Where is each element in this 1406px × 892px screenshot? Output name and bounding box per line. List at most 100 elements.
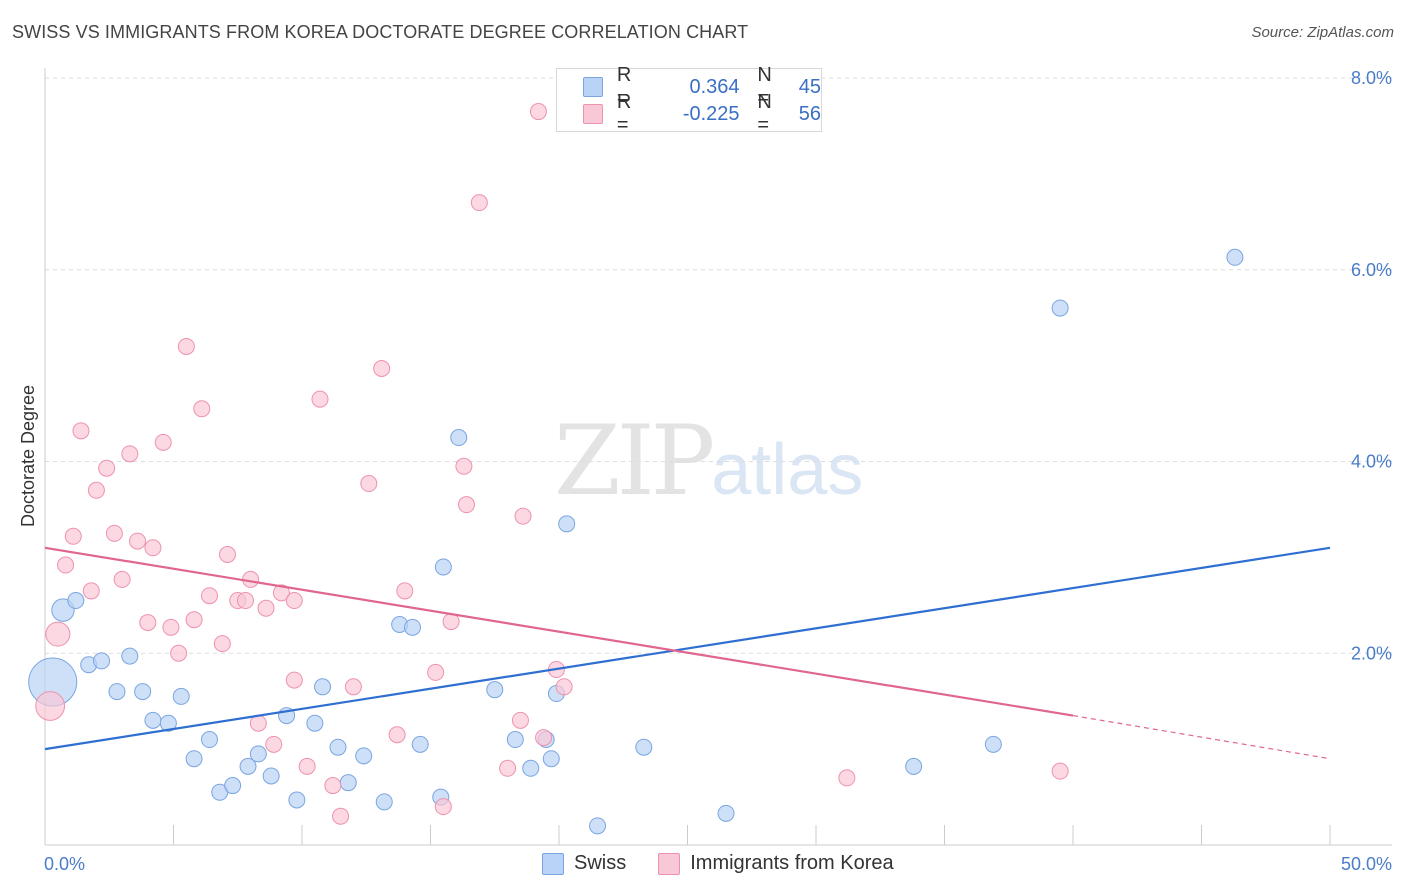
swiss-point <box>1051 299 1069 317</box>
korea-r-value: -0.225 <box>682 102 740 125</box>
korea-point <box>185 611 203 629</box>
legend-item-korea[interactable]: Immigrants from Korea <box>658 852 894 875</box>
korea-point <box>72 422 90 440</box>
korea-point <box>87 481 105 499</box>
swiss-point <box>486 681 504 699</box>
watermark-atlas: atlas <box>711 430 864 510</box>
korea-point <box>121 445 139 463</box>
swiss-point <box>355 747 373 765</box>
korea-point <box>511 711 529 729</box>
korea-point <box>434 798 452 816</box>
korea-point <box>170 644 188 662</box>
korea-point <box>838 769 856 787</box>
korea-point <box>35 691 66 721</box>
watermark: ZIPatlas <box>554 405 863 517</box>
swiss-point <box>159 714 177 732</box>
korea-point <box>332 807 350 825</box>
korea-points <box>35 103 1069 825</box>
y-tick-label: 6.0% <box>1351 260 1392 280</box>
swiss-point <box>144 711 162 729</box>
swiss-legend-label: Swiss <box>574 852 627 874</box>
korea-point <box>129 532 147 550</box>
axes <box>44 68 1392 846</box>
swiss-point <box>67 592 85 610</box>
korea-point <box>113 570 131 588</box>
korea-point <box>324 777 342 795</box>
korea-point <box>535 729 553 747</box>
swiss-legend-swatch <box>542 852 564 875</box>
swiss-point <box>306 714 324 732</box>
korea-point <box>139 614 157 632</box>
korea-point <box>98 459 116 477</box>
source-label: Source: ZipAtlas.com <box>1251 24 1394 41</box>
swiss-point <box>108 683 126 701</box>
swiss-point <box>339 774 357 792</box>
korea-point <box>213 635 231 653</box>
korea-point <box>344 678 362 696</box>
korea-point <box>236 592 254 610</box>
swiss-point <box>905 757 923 775</box>
korea-point <box>529 103 547 121</box>
y-tick-label: 2.0% <box>1351 643 1392 663</box>
korea-point <box>455 457 473 475</box>
korea-point <box>162 618 180 636</box>
korea-legend-swatch <box>658 852 681 875</box>
korea-point <box>311 390 329 408</box>
swiss-point <box>172 687 190 705</box>
korea-point <box>64 527 82 545</box>
korea-point <box>218 545 236 563</box>
axis-labels: 2.0% 4.0% 6.0% 8.0% 0.0% 50.0% Doctorate Degre… <box>18 68 1392 874</box>
korea-trend-line <box>44 546 1074 717</box>
swiss-n-value: 45 <box>798 75 822 98</box>
swiss-point <box>239 757 257 775</box>
legend-row-korea: R = -0.225 N = 56 <box>583 91 822 136</box>
swiss-points <box>28 248 1244 835</box>
legend-item-swiss[interactable]: Swiss <box>542 852 626 875</box>
swiss-point <box>185 750 203 768</box>
korea-point <box>82 582 100 600</box>
korea-point <box>285 592 303 610</box>
korea-trend-extension <box>1072 714 1331 760</box>
swiss-point <box>93 652 111 670</box>
swiss-swatch <box>583 77 603 97</box>
swiss-r-value: 0.364 <box>689 75 740 98</box>
x-tick-label: 0.0% <box>44 854 85 874</box>
swiss-n-label: N = <box>757 64 772 109</box>
korea-point <box>499 759 517 777</box>
korea-point <box>457 496 475 514</box>
korea-swatch <box>583 104 603 124</box>
legend-row-swiss: R = 0.364 N = 45 <box>583 64 822 109</box>
korea-point <box>285 671 303 689</box>
korea-legend-label: Immigrants from Korea <box>690 852 894 874</box>
swiss-point <box>542 750 560 768</box>
y-axis-title: Doctorate Degree <box>18 385 38 527</box>
swiss-point <box>375 793 393 811</box>
swiss-point <box>200 731 218 749</box>
swiss-point <box>134 683 152 701</box>
x-tick-label: 50.0% <box>1341 854 1392 874</box>
chart-title: SWISS VS IMMIGRANTS FROM KOREA DOCTORATE… <box>12 22 749 42</box>
swiss-point <box>522 759 540 777</box>
swiss-point <box>506 731 524 749</box>
swiss-trend-line <box>44 546 1331 751</box>
swiss-point <box>635 738 653 756</box>
korea-r-label: R = <box>616 91 632 136</box>
grid-lines <box>45 77 1392 654</box>
trend-lines <box>44 546 1331 760</box>
series-legend: Swiss Immigrants from Korea <box>542 852 926 875</box>
korea-point <box>105 524 123 542</box>
swiss-point <box>411 735 429 753</box>
korea-point <box>45 621 71 647</box>
korea-n-value: 56 <box>798 102 822 125</box>
korea-point <box>193 400 211 418</box>
korea-point <box>427 663 445 681</box>
swiss-point <box>1226 248 1244 266</box>
korea-point <box>388 726 406 744</box>
korea-n-label: N = <box>757 91 772 136</box>
swiss-r-label: R = <box>616 64 632 109</box>
korea-point <box>396 582 414 600</box>
swiss-point <box>589 817 607 835</box>
swiss-point <box>404 618 422 636</box>
korea-point <box>200 587 218 605</box>
